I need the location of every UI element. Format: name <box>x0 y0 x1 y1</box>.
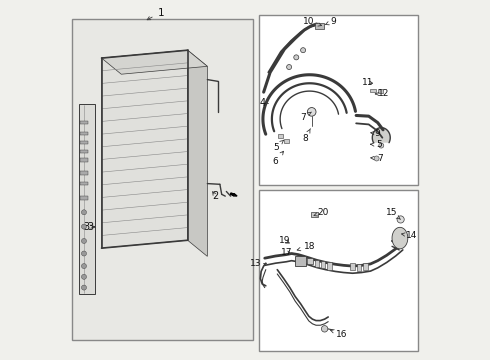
FancyArrow shape <box>230 193 237 196</box>
Circle shape <box>81 274 87 279</box>
Polygon shape <box>392 228 408 249</box>
Text: 3: 3 <box>83 222 95 231</box>
Bar <box>357 264 361 271</box>
Circle shape <box>397 216 404 223</box>
Text: 20: 20 <box>314 208 329 217</box>
Text: 11: 11 <box>362 78 374 87</box>
Circle shape <box>81 264 87 269</box>
Bar <box>80 182 88 185</box>
Bar <box>80 140 88 144</box>
Text: 7: 7 <box>371 154 384 163</box>
Circle shape <box>307 108 316 116</box>
Circle shape <box>300 48 306 53</box>
Bar <box>278 134 283 138</box>
Text: 5: 5 <box>370 140 382 149</box>
Circle shape <box>81 285 87 290</box>
Bar <box>311 212 318 217</box>
Text: 4: 4 <box>260 98 266 108</box>
Text: 17: 17 <box>281 248 293 257</box>
Bar <box>370 89 376 92</box>
Bar <box>378 89 383 93</box>
Bar <box>284 139 289 143</box>
Circle shape <box>294 55 299 60</box>
Bar <box>78 104 95 294</box>
Text: 13: 13 <box>250 259 262 268</box>
Bar <box>315 23 324 30</box>
Bar <box>80 196 88 200</box>
Bar <box>259 190 418 351</box>
Bar <box>80 121 88 125</box>
Text: 9: 9 <box>325 17 336 26</box>
Text: 19: 19 <box>279 237 291 246</box>
Polygon shape <box>101 50 188 248</box>
Circle shape <box>321 325 328 332</box>
Text: 2: 2 <box>213 191 219 201</box>
Bar <box>350 263 355 270</box>
Bar <box>315 260 319 267</box>
Text: 10: 10 <box>303 17 321 26</box>
Circle shape <box>81 251 87 256</box>
Text: 15: 15 <box>386 208 400 219</box>
Bar <box>321 261 325 268</box>
Circle shape <box>81 224 87 229</box>
Bar <box>327 262 332 270</box>
Text: 14: 14 <box>402 231 417 240</box>
Polygon shape <box>188 50 207 256</box>
Bar <box>364 263 368 270</box>
Circle shape <box>374 156 379 161</box>
Text: 12: 12 <box>375 89 390 98</box>
Bar <box>80 149 88 153</box>
Circle shape <box>379 143 384 148</box>
Bar <box>80 132 88 135</box>
Bar <box>80 158 88 162</box>
Text: 5: 5 <box>273 140 284 152</box>
Bar <box>307 258 313 264</box>
Text: 16: 16 <box>330 330 348 339</box>
Circle shape <box>81 210 87 215</box>
Circle shape <box>287 64 292 69</box>
Text: 6: 6 <box>272 151 284 166</box>
Polygon shape <box>372 128 390 143</box>
Text: 7: 7 <box>300 112 312 122</box>
Bar <box>259 15 418 185</box>
Polygon shape <box>101 50 207 74</box>
Text: 3: 3 <box>87 222 93 231</box>
Bar <box>295 256 306 266</box>
Text: 18: 18 <box>297 242 315 251</box>
Text: 9: 9 <box>371 129 381 138</box>
Circle shape <box>81 238 87 243</box>
Text: 1: 1 <box>147 8 164 20</box>
Text: 8: 8 <box>302 129 310 143</box>
Bar <box>72 19 253 339</box>
Bar <box>80 171 88 175</box>
